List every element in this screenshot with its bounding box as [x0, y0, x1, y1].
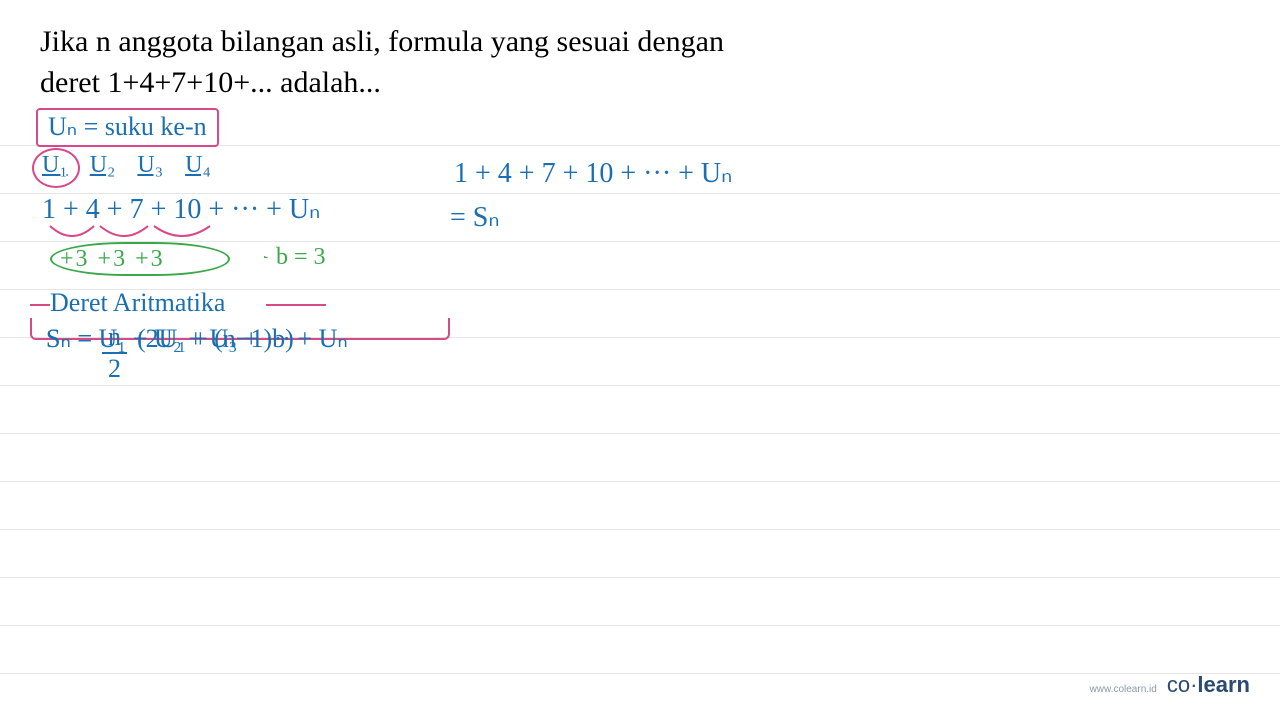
sn-formula-box: Sₙ = U₁ + U₂ + U₃ + ··· + Uₙ Sₙ = n 2 (2…: [30, 318, 450, 340]
series-expansion: 1 + 4 + 7 + 10 + ··· + Uₙ: [42, 192, 320, 226]
fraction-numerator: n: [102, 324, 127, 354]
un-definition-box: Uₙ = suku ke-n: [36, 108, 219, 147]
n-over-2-fraction: n 2: [102, 324, 127, 382]
question-line2: deret 1+4+7+10+... adalah...: [40, 63, 724, 104]
fraction-denominator: 2: [108, 354, 121, 382]
deret-title: Deret Aritmatika: [50, 288, 225, 318]
right-equals-sn: = Sₙ: [450, 200, 500, 234]
watermark-url: www.colearn.id: [1090, 684, 1157, 695]
watermark: www.colearn.id co·learn: [1090, 672, 1250, 698]
arrow-to-b-icon: [228, 256, 268, 258]
term-label: U₃: [137, 152, 163, 179]
sn-lhs: Sₙ =: [46, 324, 92, 354]
brand-right: learn: [1197, 672, 1250, 697]
brand-left: co: [1167, 672, 1190, 697]
question-line1: Jika n anggota bilangan asli, formula ya…: [40, 22, 724, 63]
term-label: U₂: [90, 152, 116, 179]
right-series: 1 + 4 + 7 + 10 + ··· + Uₙ: [454, 156, 732, 190]
common-differences: +3 +3 +3: [60, 246, 165, 273]
question-text: Jika n anggota bilangan asli, formula ya…: [40, 22, 724, 103]
watermark-brand: co·learn: [1167, 672, 1250, 698]
term-labels: U₁ U₂ U₃ U₄: [42, 152, 211, 179]
sn-closed-form: Sₙ = n 2 (2U₁ + (n−1)b): [46, 324, 294, 382]
term-label: U₄: [185, 152, 211, 179]
pink-lead-dash: [30, 304, 50, 306]
term-label: U₁: [42, 152, 68, 179]
common-difference-value: b = 3: [276, 244, 326, 271]
pink-trail-dash: [266, 304, 326, 306]
un-definition-text: Uₙ = suku ke-n: [48, 112, 207, 141]
sn-rhs: (2U₁ + (n−1)b): [137, 324, 294, 354]
